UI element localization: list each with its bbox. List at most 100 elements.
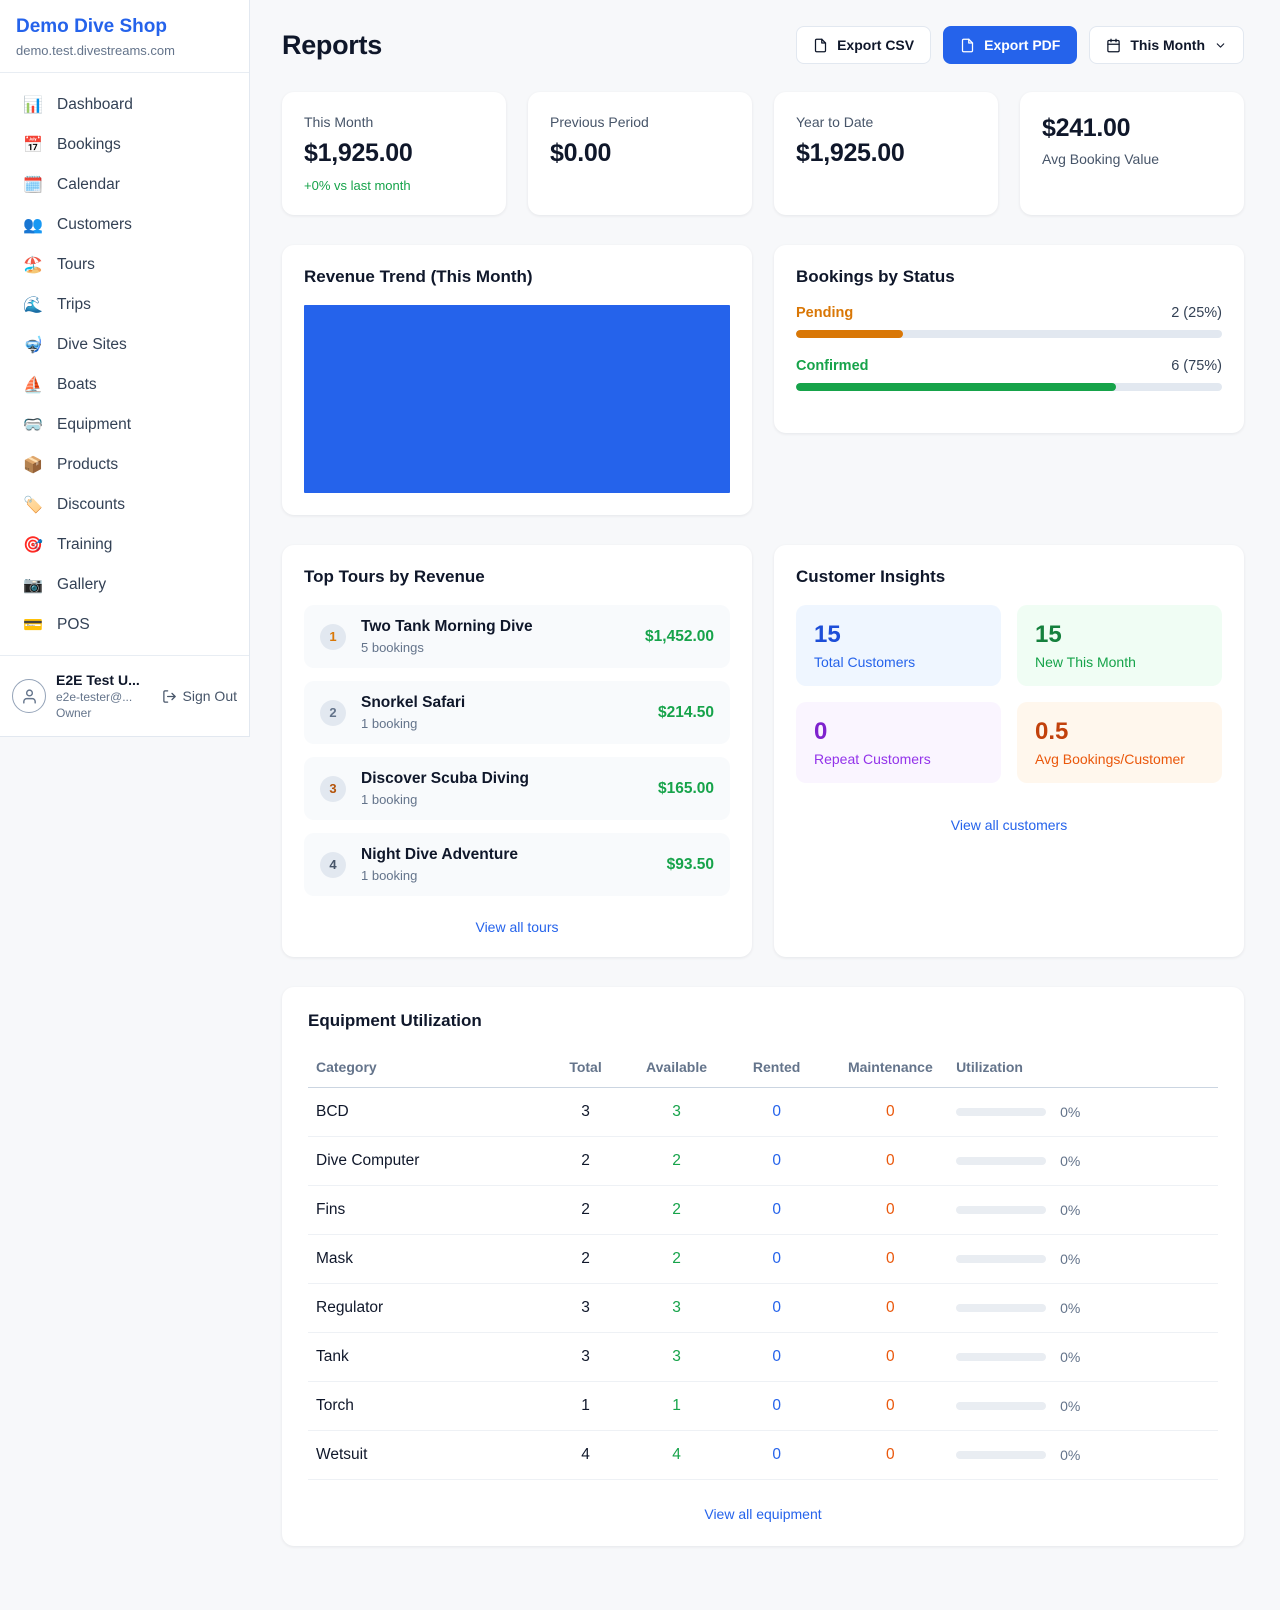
sidebar-item-label: Products [57,456,119,473]
sign-out-button[interactable]: Sign Out [162,688,237,704]
sidebar-item-equipment[interactable]: 🥽 Equipment [0,405,249,445]
status-label: Confirmed [796,358,869,374]
maintenance-cell: 0 [826,1283,955,1333]
available-cell: 3 [626,1283,727,1333]
top-tours-card: Top Tours by Revenue 1 Two Tank Morning … [282,545,752,957]
column-header: Category [308,1049,545,1088]
column-header: Available [626,1049,727,1088]
goggles-icon: 🥽 [23,417,43,434]
utilization-percent: 0% [1060,1153,1081,1169]
total-cell: 3 [544,1283,627,1333]
brand-block: Demo Dive Shop demo.test.divestreams.com [0,0,249,73]
status-count: 2 (25%) [1171,305,1222,321]
rented-cell: 0 [726,1087,827,1137]
file-icon [814,38,827,52]
sidebar-item-trips[interactable]: 🌊 Trips [0,285,249,325]
calendar-page-icon: 🗓️ [23,177,43,194]
sidebar-item-label: Tours [57,256,95,273]
utilization-percent: 0% [1060,1300,1081,1316]
view-all-customers-link[interactable]: View all customers [950,817,1068,833]
sidebar-item-bookings[interactable]: 📅 Bookings [0,125,249,165]
dashboard-icon: 📊 [23,97,43,114]
tour-info: Night Dive Adventure 1 booking [361,846,518,883]
column-header: Utilization [954,1049,1218,1088]
insight-tiles: 15 Total Customers 15 New This Month 0 R… [796,605,1222,783]
sidebar-item-dive-sites[interactable]: 🤿 Dive Sites [0,325,249,365]
rank-badge: 3 [320,775,346,802]
sidebar-item-gallery[interactable]: 📷 Gallery [0,565,249,605]
status-line-pending: Pending 2 (25%) [796,305,1222,321]
sidebar-item-customers[interactable]: 👥 Customers [0,205,249,245]
export-pdf-button[interactable]: Export PDF [943,26,1078,64]
sidebar-item-boats[interactable]: ⛵ Boats [0,365,249,405]
sidebar-item-dashboard[interactable]: 📊 Dashboard [0,85,249,125]
dive-mask-icon: 🤿 [23,337,43,354]
stat-card-this-month: This Month $1,925.00 +0% vs last month [282,92,506,215]
maintenance-cell: 0 [826,1381,955,1431]
status-line-confirmed: Confirmed 6 (75%) [796,358,1222,374]
sidebar-item-training[interactable]: 🎯 Training [0,525,249,565]
list-item: 2 Snorkel Safari 1 booking $214.50 [304,681,730,744]
insights-row: Top Tours by Revenue 1 Two Tank Morning … [282,545,1244,957]
user-meta: E2E Test U... e2e-tester@... Owner [56,672,152,720]
table-row: BCD 3 3 0 0 0% [308,1087,1218,1137]
sidebar-item-products[interactable]: 📦 Products [0,445,249,485]
tour-revenue: $165.00 [657,779,714,797]
utilization-track [956,1108,1047,1116]
person-icon [22,688,36,704]
sidebar-item-label: Training [57,536,113,553]
sidebar-item-discounts[interactable]: 🏷️ Discounts [0,485,249,525]
utilization-cell: 0% [954,1381,1218,1431]
table-row: Tank 3 3 0 0 0% [308,1332,1218,1382]
stat-card-previous-period: Previous Period $0.00 [528,92,752,215]
sidebar-item-label: POS [57,616,90,633]
tile-total-customers: 15 Total Customers [796,605,1001,686]
sidebar-item-label: Dashboard [57,96,133,113]
available-cell: 2 [626,1234,727,1284]
total-cell: 4 [544,1430,627,1480]
utilization-cell: 0% [954,1430,1218,1480]
wave-icon: 🌊 [23,297,43,314]
available-cell: 1 [626,1381,727,1431]
chart-bar [304,305,730,493]
utilization-track [956,1157,1047,1165]
equipment-utilization-card: Equipment Utilization Category Total Ava… [282,987,1244,1546]
utilization-cell: 0% [954,1332,1218,1382]
period-select[interactable]: This Month [1089,26,1244,64]
sidebar-item-calendar[interactable]: 🗓️ Calendar [0,165,249,205]
sidebar-item-pos[interactable]: 💳 POS [0,605,249,645]
sidebar-nav: 📊 Dashboard 📅 Bookings 🗓️ Calendar 👥 Cus… [0,73,249,655]
sidebar-item-label: Equipment [57,416,132,433]
category-cell: Dive Computer [308,1136,545,1186]
stat-value: $241.00 [1042,114,1131,142]
maintenance-cell: 0 [826,1234,955,1284]
chevron-down-icon [1216,42,1225,48]
utilization-percent: 0% [1060,1202,1081,1218]
total-cell: 2 [544,1185,627,1235]
maintenance-cell: 0 [826,1430,955,1480]
utilization-cell: 0% [954,1234,1218,1284]
brand-name[interactable]: Demo Dive Shop [16,16,167,37]
tour-name: Discover Scuba Diving [361,770,529,787]
file-icon [961,38,974,52]
view-all-tours-link[interactable]: View all tours [475,919,559,935]
user-email: e2e-tester@... [56,690,133,704]
revenue-trend-card: Revenue Trend (This Month) [282,245,752,515]
credit-card-icon: 💳 [23,617,43,634]
progress-track [796,383,1222,391]
list-item: 3 Discover Scuba Diving 1 booking $165.0… [304,757,730,820]
utilization-track [956,1304,1047,1312]
stat-label: This Month [304,114,374,130]
table-row: Fins 2 2 0 0 0% [308,1185,1218,1235]
tile-label: Total Customers [814,654,916,670]
tour-name: Snorkel Safari [361,694,466,711]
list-item: 1 Two Tank Morning Dive 5 bookings $1,45… [304,605,730,668]
beach-icon: 🏖️ [23,257,43,274]
export-csv-button[interactable]: Export CSV [796,26,932,64]
sidebar-item-label: Boats [57,376,97,393]
category-cell: Tank [308,1332,545,1382]
view-all-equipment-link[interactable]: View all equipment [704,1506,822,1522]
sidebar-item-label: Gallery [57,576,107,593]
sidebar-item-tours[interactable]: 🏖️ Tours [0,245,249,285]
available-cell: 3 [626,1332,727,1382]
